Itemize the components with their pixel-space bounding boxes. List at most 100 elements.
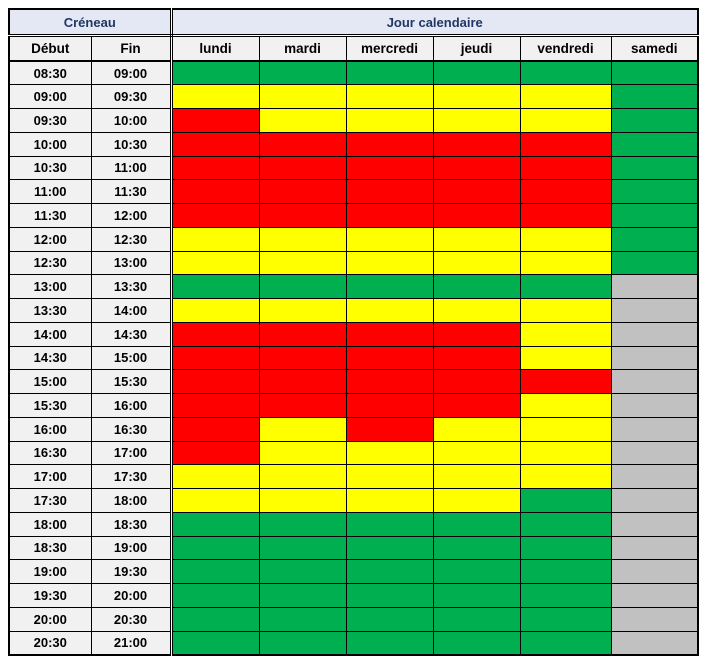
slot-cell-samedi [610, 250, 699, 276]
col-header-mardi: mardi [258, 35, 347, 62]
slot-end-time: 20:30 [90, 606, 173, 632]
slot-cell-mardi [258, 369, 347, 394]
slot-cell-jeudi [432, 274, 521, 299]
slot-cell-mercredi [345, 416, 434, 442]
slot-cell-mardi [258, 203, 347, 228]
slot-cell-mercredi [345, 440, 434, 466]
slot-cell-samedi [610, 535, 699, 561]
slot-cell-vendredi [519, 321, 612, 347]
slot-cell-mercredi [345, 511, 434, 537]
slot-cell-mardi [258, 488, 347, 513]
slot-cell-samedi [610, 440, 699, 466]
slot-cell-lundi [170, 203, 260, 228]
table-row: 17:30 18:00 [8, 488, 699, 513]
table-row: 17:00 17:30 [8, 464, 699, 489]
table-row: 12:00 12:30 [8, 226, 699, 252]
slot-cell-mercredi [345, 345, 434, 371]
slot-cell-lundi [170, 606, 260, 632]
slot-cell-mardi [258, 440, 347, 466]
slot-cell-mardi [258, 583, 347, 608]
slot-start-time: 17:00 [8, 464, 92, 489]
slot-cell-lundi [170, 511, 260, 537]
slot-start-time: 16:30 [8, 440, 92, 466]
slot-cell-lundi [170, 298, 260, 323]
slot-cell-mardi [258, 345, 347, 371]
slot-cell-vendredi [519, 84, 612, 109]
slot-end-time: 15:00 [90, 345, 173, 371]
slot-cell-jeudi [432, 321, 521, 347]
slot-start-time: 13:30 [8, 298, 92, 323]
slot-cell-lundi [170, 369, 260, 394]
slot-start-time: 11:30 [8, 203, 92, 228]
slot-cell-lundi [170, 60, 260, 86]
slot-cell-mardi [258, 630, 347, 656]
slot-end-time: 17:30 [90, 464, 173, 489]
slot-cell-mercredi [345, 393, 434, 418]
slot-cell-samedi [610, 416, 699, 442]
slot-start-time: 20:00 [8, 606, 92, 632]
slot-end-time: 14:00 [90, 298, 173, 323]
slot-cell-jeudi [432, 155, 521, 181]
creneau-group-header: Créneau [8, 8, 173, 37]
slot-cell-vendredi [519, 203, 612, 228]
slot-start-time: 14:00 [8, 321, 92, 347]
table-row: 08:30 09:00 [8, 60, 699, 86]
slot-cell-mardi [258, 108, 347, 133]
slot-start-time: 17:30 [8, 488, 92, 513]
slot-cell-lundi [170, 131, 260, 157]
slot-cell-mardi [258, 606, 347, 632]
slot-cell-mercredi [345, 535, 434, 561]
slot-cell-lundi [170, 416, 260, 442]
table-row: 20:30 21:00 [8, 630, 699, 656]
slot-cell-mercredi [345, 203, 434, 228]
slot-cell-lundi [170, 274, 260, 299]
slot-cell-lundi [170, 250, 260, 276]
table-row: 16:30 17:00 [8, 440, 699, 466]
slot-end-time: 13:00 [90, 250, 173, 276]
table-row: 15:30 16:00 [8, 393, 699, 418]
slot-cell-mercredi [345, 60, 434, 86]
slot-cell-mardi [258, 250, 347, 276]
slot-cell-jeudi [432, 84, 521, 109]
slot-cell-vendredi [519, 250, 612, 276]
slot-cell-mercredi [345, 226, 434, 252]
slot-cell-lundi [170, 321, 260, 347]
slot-cell-jeudi [432, 393, 521, 418]
slot-start-time: 19:30 [8, 583, 92, 608]
slot-start-time: 15:00 [8, 369, 92, 394]
slot-cell-vendredi [519, 60, 612, 86]
slot-start-time: 16:00 [8, 416, 92, 442]
slot-end-time: 09:00 [90, 60, 173, 86]
table-row: 19:00 19:30 [8, 559, 699, 584]
slot-start-time: 09:00 [8, 84, 92, 109]
slot-start-time: 18:00 [8, 511, 92, 537]
table-row: 18:00 18:30 [8, 511, 699, 537]
slot-cell-samedi [610, 511, 699, 537]
availability-table: Créneau Jour calendaire Début Fin lundi … [8, 8, 699, 656]
slot-cell-jeudi [432, 250, 521, 276]
slot-cell-lundi [170, 559, 260, 584]
slot-cell-vendredi [519, 535, 612, 561]
slot-cell-vendredi [519, 298, 612, 323]
slot-start-time: 15:30 [8, 393, 92, 418]
table-row: 19:30 20:00 [8, 583, 699, 608]
slot-cell-mardi [258, 179, 347, 204]
table-row: 09:30 10:00 [8, 108, 699, 133]
slot-start-time: 19:00 [8, 559, 92, 584]
slot-cell-mardi [258, 393, 347, 418]
slot-cell-jeudi [432, 226, 521, 252]
slot-end-time: 18:30 [90, 511, 173, 537]
slot-cell-samedi [610, 583, 699, 608]
slot-cell-mardi [258, 131, 347, 157]
slot-cell-mercredi [345, 108, 434, 133]
slot-cell-jeudi [432, 606, 521, 632]
table-row: 20:00 20:30 [8, 606, 699, 632]
slot-cell-samedi [610, 606, 699, 632]
slot-cell-vendredi [519, 630, 612, 656]
slot-cell-mardi [258, 464, 347, 489]
slot-cell-vendredi [519, 606, 612, 632]
slot-end-time: 13:30 [90, 274, 173, 299]
col-header-samedi: samedi [610, 35, 699, 62]
slot-cell-jeudi [432, 108, 521, 133]
